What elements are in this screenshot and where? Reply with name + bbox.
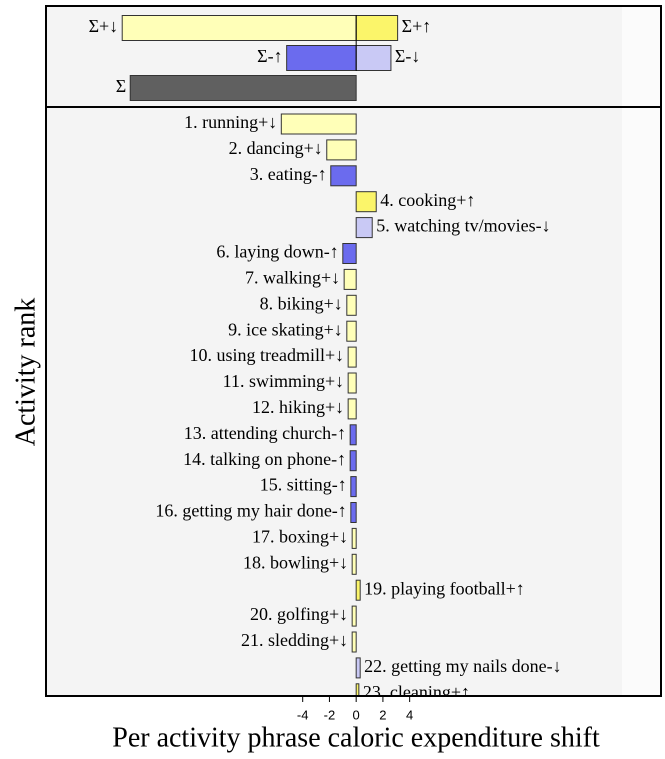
bar-label: 4. cooking+↑ <box>380 190 475 210</box>
bar <box>351 605 357 627</box>
bar-label: Σ+↑ <box>402 16 432 36</box>
bar-label: 6. laying down-↑ <box>216 242 338 262</box>
bar <box>350 502 357 523</box>
bar <box>346 294 357 316</box>
bar <box>343 268 357 290</box>
bar-label: 13. attending church-↑ <box>184 423 346 443</box>
bar-label: Σ-↑ <box>257 46 282 66</box>
bar <box>330 165 357 187</box>
x-tick-label: 4 <box>406 707 413 722</box>
x-tick-label: -2 <box>324 707 336 722</box>
frame <box>45 5 662 697</box>
bar <box>355 579 361 601</box>
bar <box>129 75 357 101</box>
bar <box>355 683 360 696</box>
bar-label: 11. swimming+↓ <box>223 371 345 391</box>
bar-label: 8. biking+↓ <box>260 293 343 313</box>
bar-label: Σ <box>116 76 126 96</box>
bar <box>355 217 373 239</box>
bar-label: 22. getting my nails done-↓ <box>364 656 561 676</box>
bar-label: 21. sledding+↓ <box>241 630 348 650</box>
y-axis-label: Activity rank <box>10 298 41 447</box>
x-tick-label: -4 <box>297 707 309 722</box>
bar-label: 20. golfing+↓ <box>250 604 348 624</box>
bar <box>351 631 357 653</box>
bar <box>347 398 357 420</box>
bar-label: 10. using treadmill+↓ <box>190 345 345 365</box>
bar <box>347 372 357 394</box>
x-ticks: -4 -2 0 2 4 <box>297 696 413 722</box>
x-tick-label: 2 <box>379 707 386 722</box>
bar <box>280 113 357 135</box>
bar <box>349 424 357 446</box>
bar <box>351 553 357 575</box>
bar <box>355 191 377 213</box>
bar-label: 18. bowling+↓ <box>243 552 348 572</box>
bar <box>326 139 357 161</box>
bar-label: Σ-↓ <box>395 46 420 66</box>
bar-label: 12. hiking+↓ <box>252 397 344 417</box>
bar <box>350 476 357 498</box>
bar-label: 3. eating-↑ <box>250 164 327 184</box>
bar <box>342 243 357 264</box>
bar-label: 9. ice skating+↓ <box>228 319 343 339</box>
bar <box>355 15 399 41</box>
bar-label: 5. watching tv/movies-↓ <box>376 216 550 236</box>
bar-label: 2. dancing+↓ <box>229 138 323 158</box>
bar-label: 7. walking+↓ <box>245 268 340 288</box>
bar-label: 15. sitting-↑ <box>260 475 347 495</box>
x-axis-label: Per activity phrase caloric expenditure … <box>112 722 600 753</box>
bar <box>355 45 392 71</box>
summary-bars: Σ+↓ Σ+↑ Σ-↑ Σ-↓ Σ <box>89 15 432 101</box>
bar <box>121 15 357 41</box>
bar <box>349 450 357 472</box>
bar <box>351 527 357 549</box>
bar-label: 16. getting my hair done-↑ <box>155 501 346 521</box>
bar <box>346 320 357 342</box>
panel-strip <box>622 7 661 696</box>
bar <box>286 45 357 71</box>
bar-label: 14. talking on phone-↑ <box>183 449 346 469</box>
bar-label: 23. cleaning+↑ <box>363 682 470 702</box>
bar-label: Σ+↓ <box>89 16 119 36</box>
x-tick-label: 0 <box>353 707 360 722</box>
main-bars: 1. running+↓ 2. dancing+↓ 3. eating-↑ 4. co… <box>155 112 562 702</box>
bar <box>347 346 357 368</box>
bar-label: 17. boxing+↓ <box>252 527 348 547</box>
bar-label: 1. running+↓ <box>184 112 277 132</box>
bar-label: 19. playing football+↑ <box>364 578 525 598</box>
bar <box>355 657 361 679</box>
